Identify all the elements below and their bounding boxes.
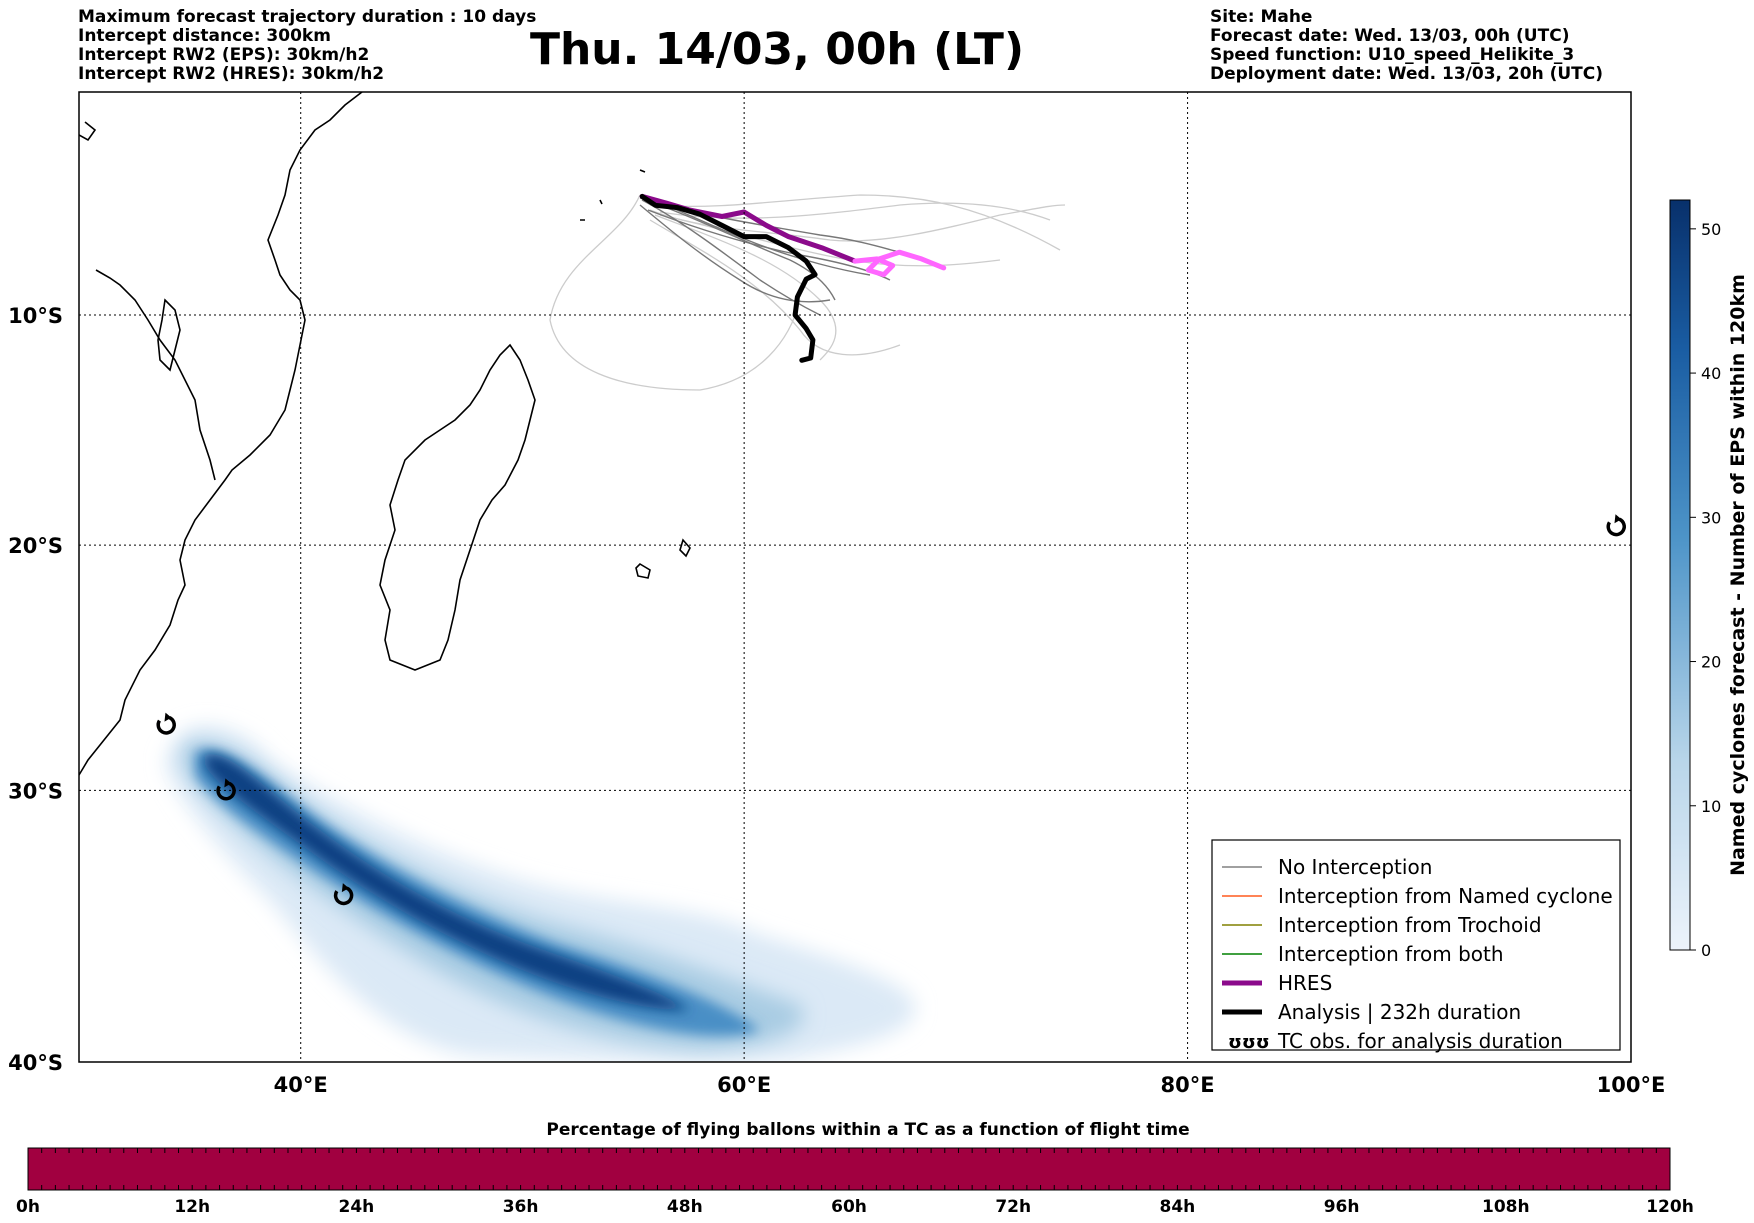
legend-label: Interception from Named cyclone xyxy=(1278,884,1613,908)
legend-label: TC obs. for analysis duration xyxy=(1277,1029,1563,1053)
lat-tick-label: 10°S xyxy=(8,304,63,328)
cyclone-density-plume xyxy=(165,726,916,1062)
lon-tick-label: 60°E xyxy=(717,1073,771,1097)
tc-obs-marker xyxy=(1606,514,1626,537)
reunion-island xyxy=(679,538,691,558)
analysis-track xyxy=(639,193,818,363)
site-line: Speed function: U10_speed_Helikite_3 xyxy=(1210,45,1575,65)
legend-label: HRES xyxy=(1278,971,1332,995)
param-line: Intercept RW2 (HRES): 30km/h2 xyxy=(78,64,385,84)
colorbar-gradient xyxy=(1669,199,1691,951)
tc-obs-marker xyxy=(156,712,176,735)
lat-tick-label: 30°S xyxy=(8,779,63,803)
colorbar-tick-label: 40 xyxy=(1701,364,1721,383)
map-grid xyxy=(79,92,1631,1062)
param-line: Maximum forecast trajectory duration : 1… xyxy=(78,7,537,27)
timeline-tick-label: 12h xyxy=(174,1197,210,1217)
lat-tick-label: 40°S xyxy=(8,1051,63,1075)
mauritius-island xyxy=(635,562,651,579)
timeline-tick-label: 72h xyxy=(995,1197,1031,1217)
timeline-tick-label: 24h xyxy=(339,1197,375,1217)
timeline-bar xyxy=(27,1147,1671,1191)
legend-label: No Interception xyxy=(1278,855,1432,879)
africa-horn-coastline xyxy=(79,121,216,481)
timeline-tick-label: 84h xyxy=(1160,1197,1196,1217)
tc-obs-marker xyxy=(216,778,236,801)
param-line: Intercept distance: 300km xyxy=(78,26,331,46)
legend-symbol-tc-obs: ʊʊʊ xyxy=(1228,1032,1270,1053)
site-line: Deployment date: Wed. 13/03, 20h (UTC) xyxy=(1210,64,1604,84)
lake-victoria xyxy=(157,298,181,372)
seychelles-islands xyxy=(580,169,646,221)
map-title-text: Thu. 14/03, 00h (LT) xyxy=(529,24,1025,75)
lon-tick-label: 40°E xyxy=(274,1073,328,1097)
longitude-axis: 40°E 60°E 80°E 100°E xyxy=(274,1073,1666,1097)
timeline-ticks: 0h 12h 24h 36h 48h 60h 72h 84h 96h 108h 120h xyxy=(16,1197,1694,1217)
legend-label: Analysis | 232h duration xyxy=(1278,1000,1521,1024)
map-frame xyxy=(78,91,1632,1063)
legend: No Interception Interception from Named c… xyxy=(1211,839,1621,1053)
lon-tick-label: 100°E xyxy=(1597,1073,1666,1097)
map-title: Thu. 14/03, 00h (LT) xyxy=(0,24,1754,75)
density-colorbar: 0 10 20 30 40 50 Named cyclones forecast - Nu… xyxy=(1669,199,1749,960)
colorbar-ticks: 0 10 20 30 40 50 xyxy=(1690,220,1721,960)
legend-label: Interception from both xyxy=(1278,942,1504,966)
timeline-tick-label: 48h xyxy=(667,1197,703,1217)
africa-coastline xyxy=(79,92,363,776)
site-line: Site: Mahe xyxy=(1210,7,1313,27)
tc-observations xyxy=(156,514,1626,906)
timeline-tick-label: 120h xyxy=(1646,1197,1694,1217)
legend-box xyxy=(1211,839,1621,1051)
colorbar-tick-label: 0 xyxy=(1701,941,1711,960)
site-info: Site: Mahe Forecast date: Wed. 13/03, 00… xyxy=(1210,8,1603,84)
site-line: Forecast date: Wed. 13/03, 00h (UTC) xyxy=(1210,26,1570,46)
legend-label: Interception from Trochoid xyxy=(1278,913,1542,937)
colorbar-tick-label: 10 xyxy=(1701,797,1721,816)
timeline-minor-ticks xyxy=(27,1148,1671,1190)
hres-forecast-tail xyxy=(852,249,947,278)
latitude-axis: 10°S 20°S 30°S 40°S xyxy=(8,304,63,1075)
timeline-tick-label: 96h xyxy=(1324,1197,1360,1217)
flight-time-timeline: Percentage of flying ballons within a TC… xyxy=(16,1120,1694,1217)
lat-tick-label: 20°S xyxy=(8,534,63,558)
colorbar-tick-label: 20 xyxy=(1701,653,1721,672)
timeline-tick-label: 60h xyxy=(831,1197,867,1217)
coastlines xyxy=(79,92,691,776)
colorbar-tick-label: 50 xyxy=(1701,220,1721,239)
timeline-tick-label: 36h xyxy=(503,1197,539,1217)
madagascar-coastline xyxy=(379,343,536,671)
timeline-title: Percentage of flying ballons within a TC… xyxy=(546,1120,1189,1140)
timeline-tick-label: 0h xyxy=(16,1197,40,1217)
tc-obs-marker xyxy=(333,883,354,906)
lon-tick-label: 80°E xyxy=(1161,1073,1215,1097)
forecast-parameters: Maximum forecast trajectory duration : 1… xyxy=(78,8,536,84)
map-area xyxy=(79,92,1626,1062)
colorbar-tick-label: 30 xyxy=(1701,508,1721,527)
colorbar-label: Named cyclones forecast - Number of EPS … xyxy=(1727,274,1749,876)
eps-trajectories-dark xyxy=(639,194,911,316)
timeline-tick-label: 108h xyxy=(1482,1197,1530,1217)
param-line: Intercept RW2 (EPS): 30km/h2 xyxy=(78,45,370,65)
